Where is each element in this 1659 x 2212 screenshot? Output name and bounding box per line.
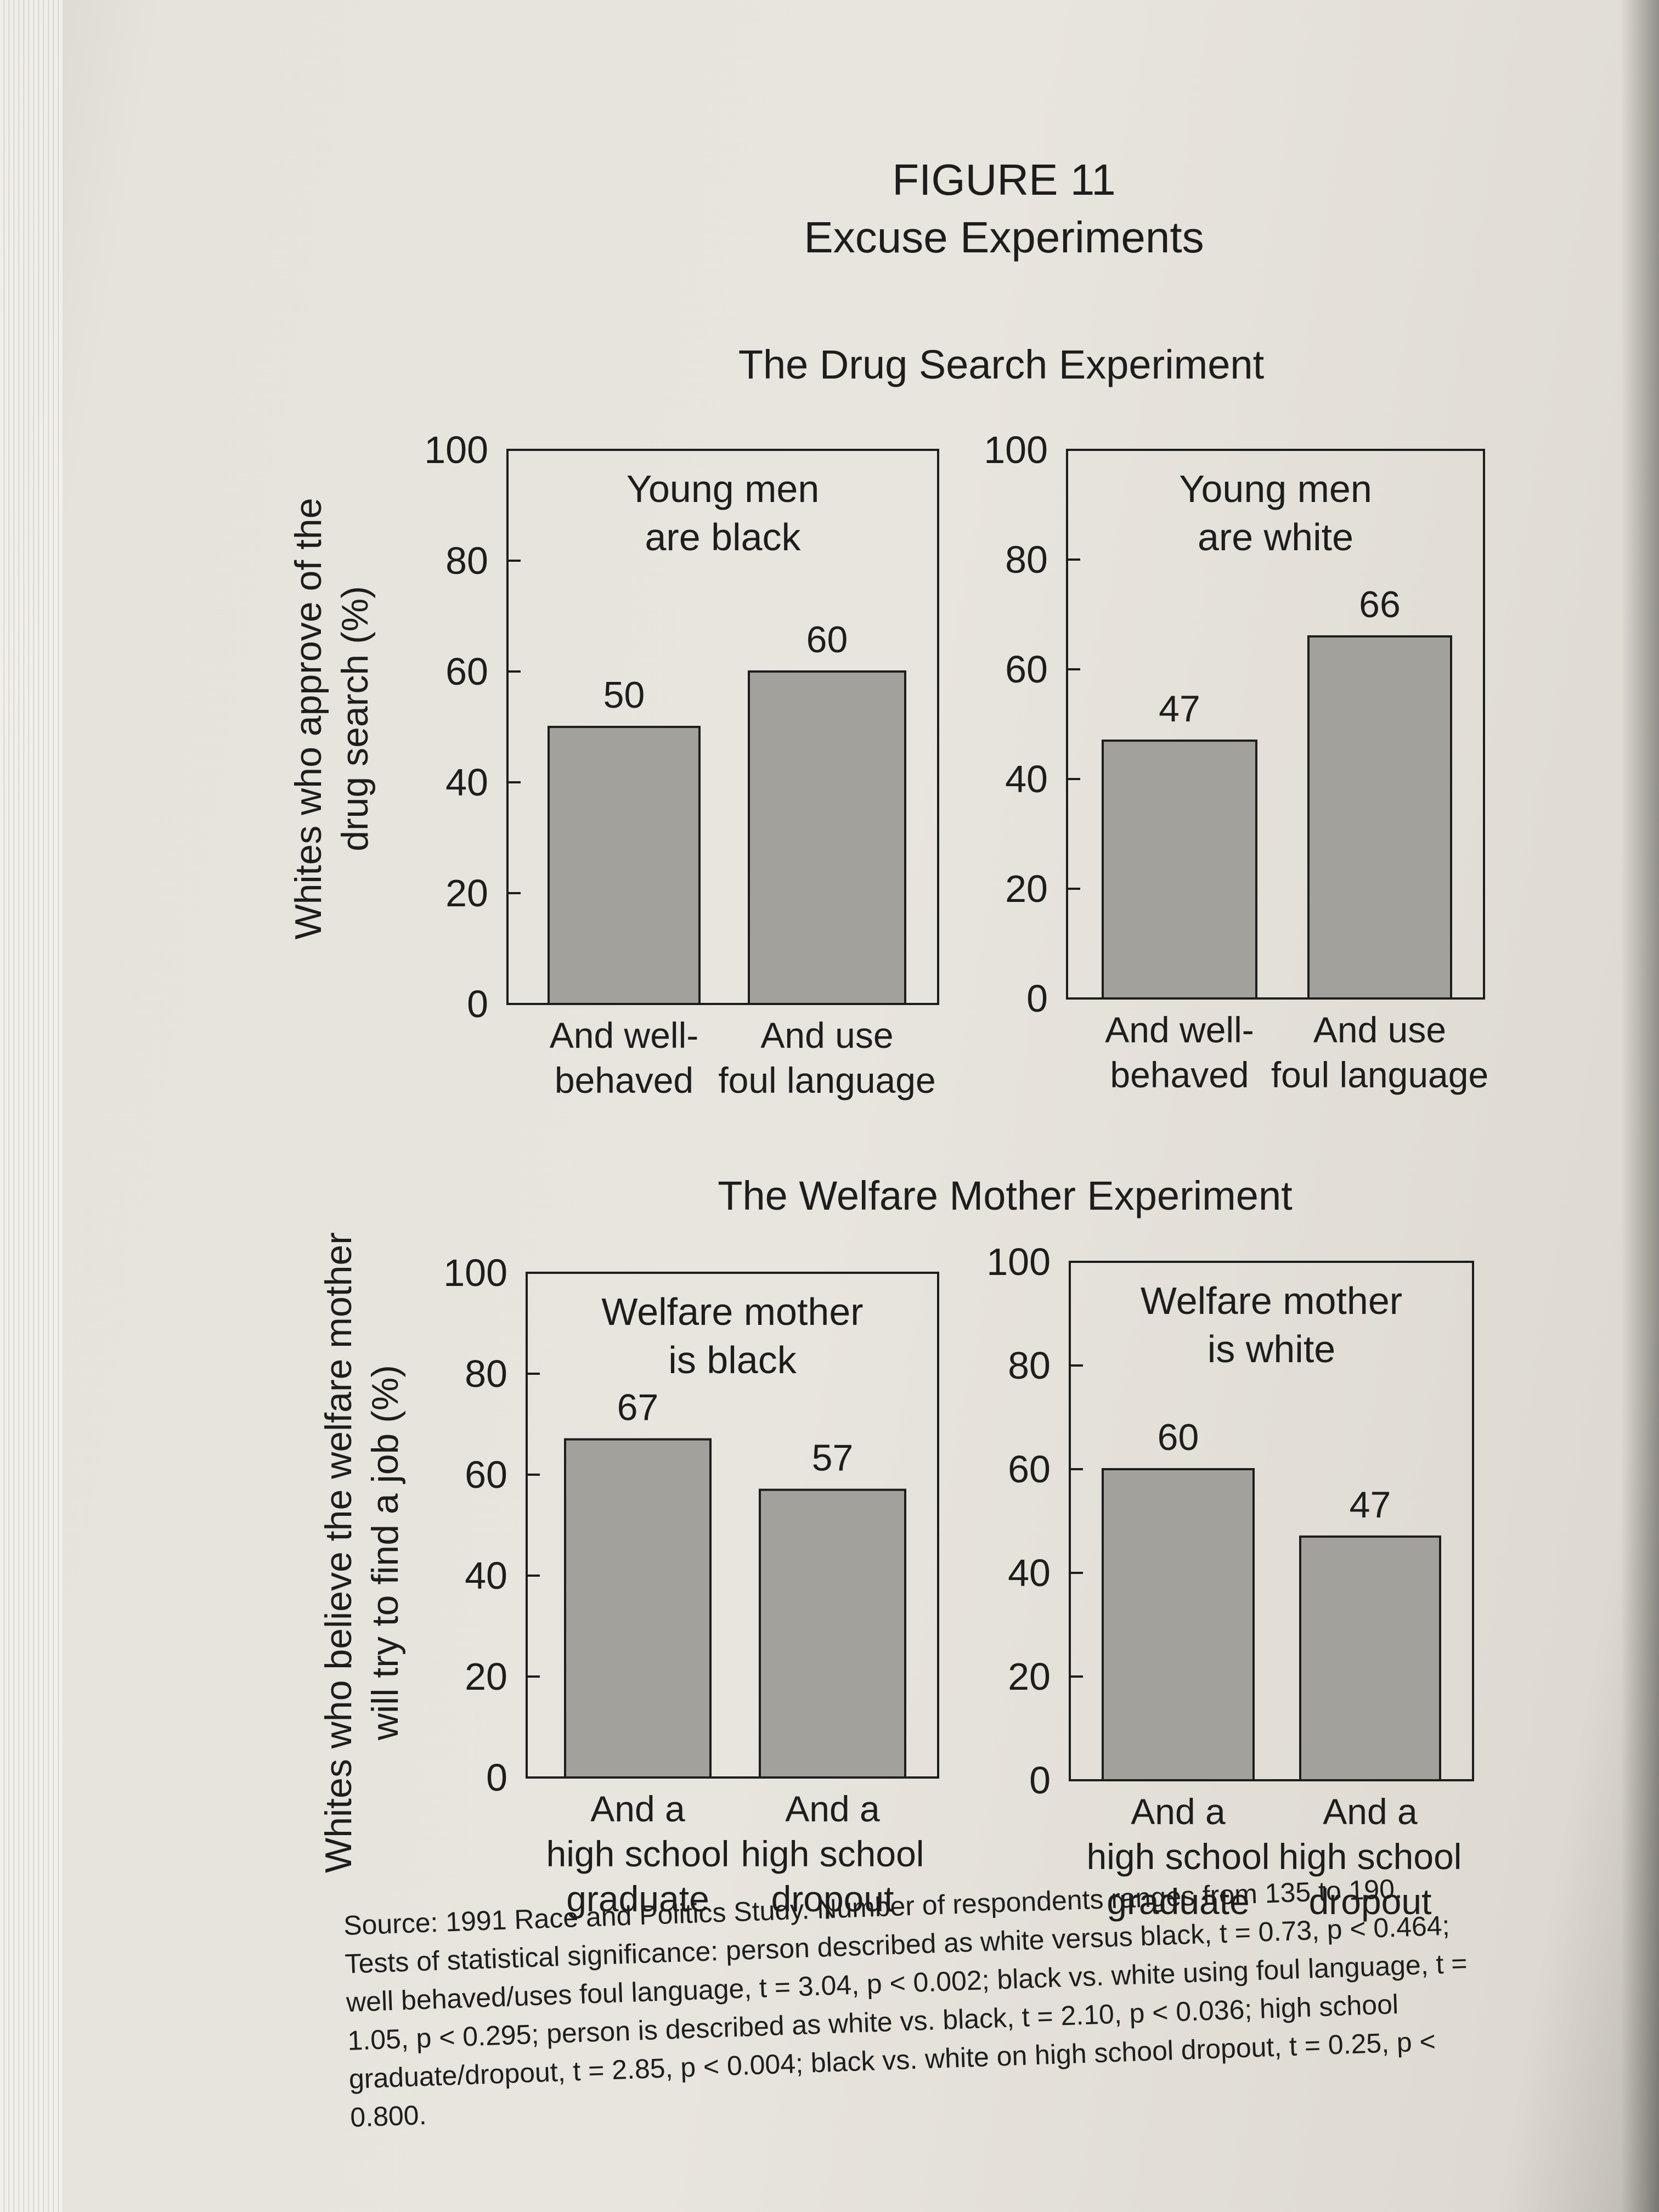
chart-panels: 0 20 40 60 80 100 Young men are black 50 And well… xyxy=(424,428,1488,1922)
y-tick-label: 60 xyxy=(465,1453,507,1496)
panel-title-line: is white xyxy=(1207,1328,1335,1370)
bar-value-label: 57 xyxy=(812,1437,854,1479)
y-tick-label: 80 xyxy=(465,1352,507,1395)
chart-panel-4: 0 20 40 60 80 100 Welfare mother is white 60 And … xyxy=(986,1240,1474,1922)
y-tick-label: 20 xyxy=(1005,867,1048,910)
y-tick-label: 80 xyxy=(445,539,488,582)
figure-number: FIGURE 11 xyxy=(892,155,1116,204)
welfare-ylabel-line2: will try to find a job (%) xyxy=(364,1365,406,1741)
panel-title-line: Welfare mother xyxy=(1141,1279,1402,1322)
x-category-label: foul language xyxy=(718,1060,935,1101)
x-category-label: And well- xyxy=(550,1015,698,1056)
panel-title-line: Young men xyxy=(1179,467,1372,510)
y-tick-label: 100 xyxy=(443,1251,507,1294)
y-tick-label: 20 xyxy=(465,1655,507,1698)
x-category-label: And a xyxy=(1323,1791,1418,1832)
bar-value-label: 66 xyxy=(1359,584,1401,625)
x-category-label: And a xyxy=(590,1788,685,1829)
panel-title-line: are white xyxy=(1198,516,1353,558)
y-tick-label: 40 xyxy=(1008,1551,1051,1594)
page-edges xyxy=(0,0,63,2212)
bar xyxy=(1299,1535,1441,1782)
bar xyxy=(548,726,701,1005)
panel-title-line: are black xyxy=(645,516,801,558)
bar-value-label: 47 xyxy=(1350,1484,1391,1526)
welfare-section-title: The Welfare Mother Experiment xyxy=(718,1173,1293,1218)
y-tick-label: 0 xyxy=(486,1756,507,1799)
panel-title-line: is black xyxy=(668,1339,797,1381)
y-tick-label: 60 xyxy=(1005,648,1048,691)
y-tick-label: 80 xyxy=(1005,538,1048,581)
x-category-label: high school xyxy=(741,1833,924,1874)
source-note: Source: 1991 Race and Politics Study. Nu… xyxy=(343,1873,1476,2133)
bar-value-label: 60 xyxy=(1158,1417,1199,1458)
x-category-label: high school xyxy=(546,1833,730,1874)
y-tick-label: 100 xyxy=(984,428,1048,471)
bar xyxy=(1102,740,1257,1000)
x-category-label: graduate xyxy=(566,1878,709,1919)
x-category-label: And use xyxy=(1313,1009,1446,1050)
y-tick-label: 0 xyxy=(1029,1759,1051,1802)
bar-value-label: 50 xyxy=(603,674,645,716)
y-tick-label: 100 xyxy=(424,428,488,471)
x-category-label: dropout xyxy=(771,1878,894,1919)
plot-frame xyxy=(1069,1261,1474,1781)
panel-title-line: Young men xyxy=(627,467,820,510)
x-category-label: And a xyxy=(1131,1791,1226,1832)
bar xyxy=(748,670,906,1005)
x-category-label: graduate xyxy=(1107,1881,1250,1922)
x-category-label: high school xyxy=(1087,1836,1270,1877)
drug-section-title: The Drug Search Experiment xyxy=(738,342,1265,387)
y-tick-label: 0 xyxy=(1026,977,1048,1020)
bar xyxy=(1102,1468,1255,1781)
bar-value-label: 60 xyxy=(806,619,848,661)
drug-ylabel-line1: Whites who approve of the xyxy=(287,498,329,939)
drug-ylabel-line2: drug search (%) xyxy=(334,586,376,851)
y-tick-label: 40 xyxy=(1005,758,1048,800)
x-category-label: And well- xyxy=(1105,1009,1254,1050)
x-category-label: dropout xyxy=(1309,1881,1432,1922)
x-category-label: high school xyxy=(1279,1836,1462,1877)
y-tick-label: 60 xyxy=(1008,1448,1051,1491)
x-category-label: And use xyxy=(760,1015,893,1056)
y-tick-label: 80 xyxy=(1008,1344,1051,1387)
figure-title: Excuse Experiments xyxy=(804,213,1204,262)
plot-frame xyxy=(506,449,939,1005)
plot-frame xyxy=(1066,449,1485,1000)
x-category-label: behaved xyxy=(555,1060,693,1101)
bar xyxy=(564,1438,712,1779)
page-shadow xyxy=(1621,0,1659,2212)
panel-title-line: Welfare mother xyxy=(601,1290,863,1333)
x-category-label: And a xyxy=(785,1788,880,1829)
y-tick-label: 60 xyxy=(445,650,488,693)
welfare-ylabel-line1: Whites who believe the welfare mother xyxy=(318,1232,359,1873)
y-tick-label: 20 xyxy=(445,872,488,915)
plot-frame xyxy=(526,1272,939,1779)
chart-panel-1: 0 20 40 60 80 100 Young men are black 50 And well… xyxy=(424,428,939,1101)
x-category-label: foul language xyxy=(1271,1054,1488,1095)
y-tick-label: 0 xyxy=(467,983,488,1025)
y-tick-label: 40 xyxy=(445,761,488,804)
bar xyxy=(759,1488,906,1779)
y-tick-label: 40 xyxy=(465,1554,507,1597)
y-tick-label: 20 xyxy=(1008,1655,1051,1698)
y-tick-label: 100 xyxy=(986,1240,1051,1283)
chart-panel-2: 0 20 40 60 80 100 Young men are white 47 And well… xyxy=(984,428,1488,1095)
x-category-label: behaved xyxy=(1110,1054,1249,1095)
bar-value-label: 67 xyxy=(617,1387,659,1429)
bar-value-label: 47 xyxy=(1159,688,1200,730)
bar xyxy=(1307,635,1452,1000)
